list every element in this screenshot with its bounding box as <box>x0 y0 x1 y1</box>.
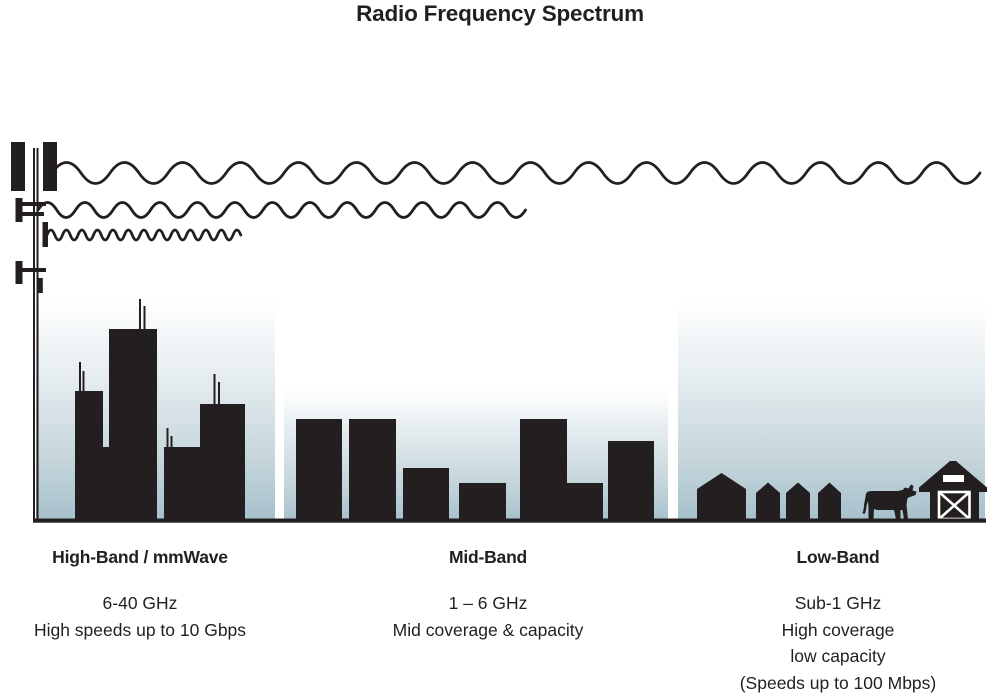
cell-tower-icon <box>11 142 57 520</box>
skyscrapers-icon <box>75 299 245 520</box>
band-detail: Sub-1 GHz <box>794 593 882 613</box>
ground-line <box>33 518 986 523</box>
mid-rise-buildings-icon <box>296 419 654 520</box>
house <box>697 473 746 520</box>
house <box>756 482 780 520</box>
band-detail: low capacity <box>790 646 886 666</box>
band-name: Mid-Band <box>448 547 528 567</box>
building <box>520 419 567 520</box>
building <box>403 468 449 520</box>
house <box>786 482 810 520</box>
band-name: High-Band / mmWave <box>52 547 228 567</box>
skyscraper <box>200 404 245 520</box>
cow-icon <box>862 484 917 519</box>
mid-band-label: Mid-Band 1 – 6 GHz Mid coverage & capaci… <box>348 546 628 643</box>
band-detail: (Speeds up to 100 Mbps) <box>739 672 937 693</box>
building <box>608 441 654 520</box>
band-detail: High coverage <box>781 619 895 640</box>
skyscraper <box>164 447 200 520</box>
mid-frequency-wave <box>36 201 527 219</box>
band-detail: Mid coverage & capacity <box>392 619 584 640</box>
skyscraper <box>75 391 103 520</box>
band-name: Low-Band <box>796 547 880 567</box>
low-frequency-wave <box>50 161 982 185</box>
barn-loft-vent <box>943 475 964 482</box>
high-band-label: High-Band / mmWave 6-40 GHz High speeds … <box>0 546 280 643</box>
building <box>567 483 603 520</box>
diagram-title: Radio Frequency Spectrum <box>356 1 644 26</box>
building <box>459 483 506 520</box>
band-detail: 6-40 GHz <box>102 593 178 613</box>
band-detail: 1 – 6 GHz <box>448 593 528 613</box>
houses-icon <box>697 473 841 520</box>
building <box>296 419 342 520</box>
building <box>349 419 396 520</box>
barn-icon <box>919 461 987 521</box>
high-frequency-wave <box>45 228 243 242</box>
low-band-label: Low-Band Sub-1 GHz High coverage low cap… <box>698 546 978 696</box>
band-detail: High speeds up to 10 Gbps <box>33 619 247 640</box>
house <box>818 482 841 520</box>
skyscraper <box>109 329 157 520</box>
